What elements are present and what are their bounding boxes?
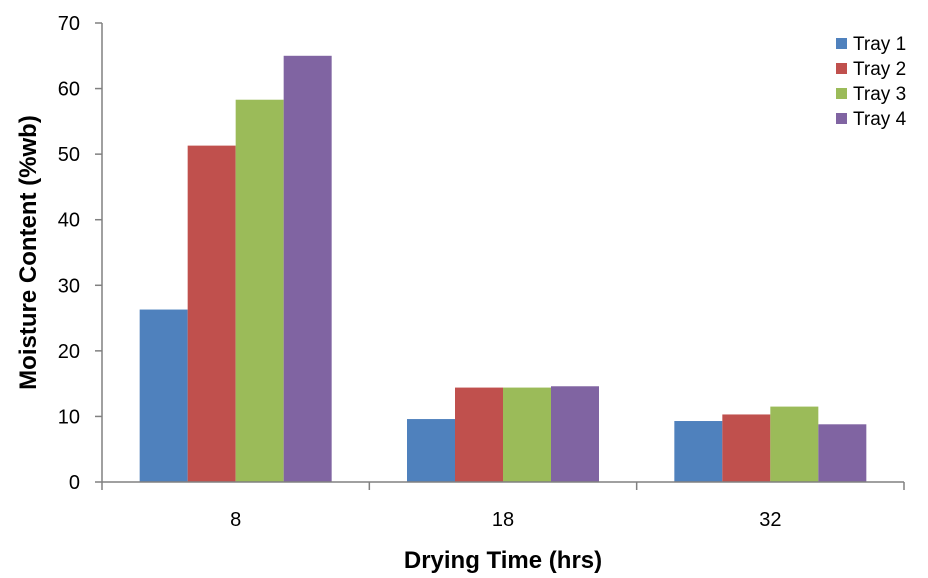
y-tick-label: 70 — [58, 13, 80, 35]
x-axis-title: Drying Time (hrs) — [404, 547, 602, 574]
legend-swatch-tray-2 — [836, 63, 847, 74]
legend-swatch-tray-4 — [836, 113, 847, 124]
y-tick-label: 30 — [58, 275, 80, 297]
x-axis-ticks: 8 18 32 — [101, 482, 905, 531]
y-tick-label: 40 — [58, 210, 80, 232]
y-tick-label: 0 — [69, 472, 80, 494]
legend-swatch-tray-1 — [836, 38, 847, 49]
x-tick-label: 18 — [492, 509, 514, 531]
y-tick-label: 10 — [58, 406, 80, 428]
bar-tray-4-8 — [283, 55, 332, 483]
x-tick-label: 32 — [759, 509, 781, 531]
bar-tray-2-8 — [187, 145, 236, 482]
y-tick-label: 20 — [58, 341, 80, 363]
legend: Tray 1 Tray 2 Tray 3 Tray 4 — [836, 34, 907, 130]
bar-tray-1-32 — [674, 421, 723, 482]
bar-tray-2-32 — [722, 414, 771, 482]
y-axis-title: Moisture Content (%wb) — [15, 115, 42, 390]
bar-tray-1-8 — [139, 309, 188, 482]
bar-tray-2-18 — [455, 387, 503, 482]
legend-swatch-tray-3 — [836, 88, 847, 99]
y-tick-label: 60 — [58, 79, 80, 101]
axes-layer — [101, 23, 904, 483]
y-axis-ticks: 0 10 20 30 40 50 60 70 — [58, 13, 102, 494]
legend-label: Tray 4 — [853, 109, 907, 130]
legend-label: Tray 1 — [853, 34, 906, 55]
bars-layer — [139, 55, 867, 483]
y-tick-label: 50 — [58, 144, 80, 166]
bar-tray-1-18 — [407, 419, 455, 482]
legend-label: Tray 2 — [853, 59, 906, 80]
x-tick-label: 8 — [230, 509, 241, 531]
bar-tray-4-18 — [551, 386, 599, 482]
bar-tray-3-8 — [235, 99, 284, 483]
bar-tray-3-18 — [503, 387, 551, 482]
bar-tray-4-32 — [818, 424, 867, 482]
bar-tray-3-32 — [770, 406, 819, 482]
legend-label: Tray 3 — [853, 84, 906, 105]
